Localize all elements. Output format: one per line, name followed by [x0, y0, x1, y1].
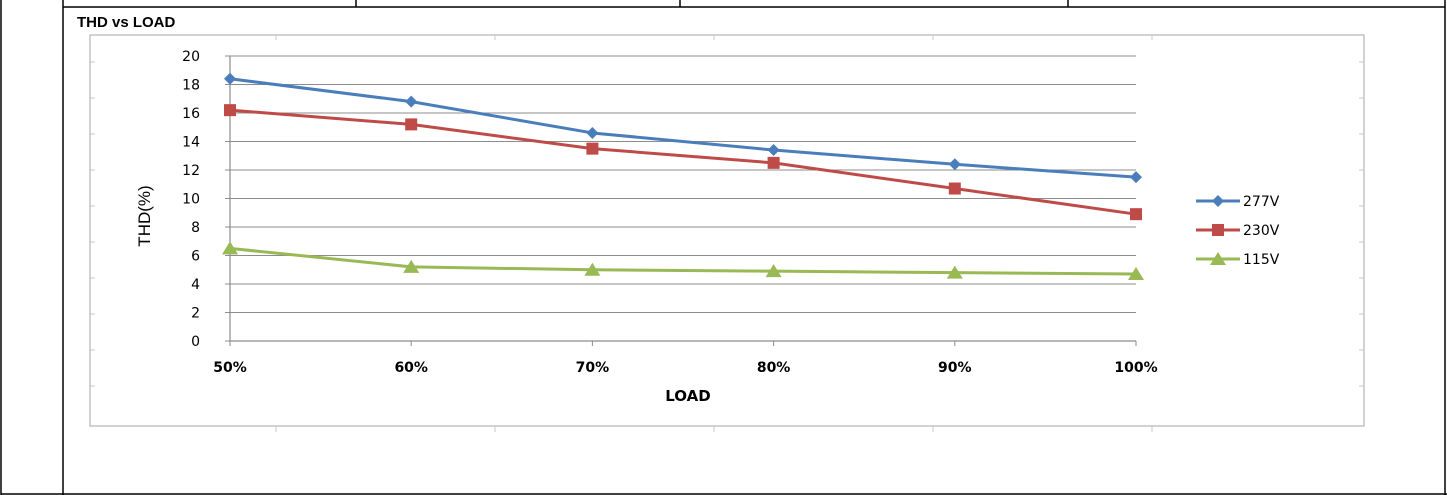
- chart-area: [89, 34, 1365, 427]
- legend-item-230V: 230V: [1196, 223, 1280, 239]
- series-line-115V: [229, 246, 1137, 276]
- x-axis-label: LOAD: [665, 387, 710, 405]
- y-tick-label: 20: [182, 49, 200, 65]
- y-tick-label: 14: [182, 135, 200, 151]
- legend-marker: [1212, 195, 1224, 207]
- legend-item-277V: 277V: [1196, 194, 1280, 210]
- chart-title: THD vs LOAD: [77, 14, 176, 31]
- y-tick-label: 2: [191, 306, 200, 322]
- series: [222, 72, 1144, 281]
- y-tick-label: 10: [182, 192, 200, 208]
- data-point-230V: [405, 118, 418, 131]
- y-axis-label: THD(%): [135, 185, 154, 246]
- data-point-277V: [1130, 171, 1142, 184]
- sheet-ticks: [90, 35, 1364, 432]
- x-tick-label: 100%: [1114, 360, 1157, 376]
- x-tick-label: 50%: [213, 360, 247, 376]
- legend-label: 230V: [1243, 223, 1280, 239]
- y-tick-label: 4: [191, 277, 200, 293]
- axes: [229, 56, 1137, 346]
- series-line-230V: [229, 108, 1137, 216]
- x-tick-label: 70%: [576, 360, 610, 376]
- x-tick-label: 90%: [938, 360, 972, 376]
- y-tick-label: 8: [191, 220, 200, 236]
- y-tick-label: 12: [182, 163, 200, 179]
- data-point-115V: [765, 264, 782, 278]
- data-point-277V: [767, 144, 780, 157]
- series-277V: [224, 72, 1142, 184]
- y-tick-label: 18: [182, 78, 200, 94]
- x-tick-labels: 50% 60% 70% 80% 90% 100%: [213, 360, 1157, 376]
- legend-item-115V: 115V: [1196, 252, 1280, 268]
- data-point-230V: [1130, 208, 1142, 221]
- data-point-230V: [948, 182, 961, 195]
- legend-marker: [1212, 224, 1224, 236]
- gridlines: [225, 55, 1136, 342]
- legend-label: 115V: [1243, 252, 1280, 268]
- data-point-230V: [224, 104, 236, 117]
- x-tick-label: 60%: [394, 360, 428, 376]
- data-point-230V: [767, 156, 780, 169]
- y-tick-label: 16: [182, 106, 200, 122]
- data-point-277V: [586, 126, 599, 139]
- data-point-115V: [1128, 267, 1144, 281]
- legend: 277V 230V 115V: [1196, 194, 1280, 268]
- y-tick-labels: 0 2 4 6 8 10 12 14 16 18 20: [182, 49, 200, 350]
- series-115V: [222, 241, 1144, 281]
- data-point-230V: [586, 142, 599, 155]
- y-tick-label: 0: [191, 334, 200, 350]
- series-230V: [224, 104, 1142, 221]
- legend-label: 277V: [1243, 194, 1280, 210]
- data-point-277V: [224, 72, 236, 85]
- legend-marker: [1210, 252, 1226, 265]
- data-point-277V: [405, 95, 418, 108]
- series-line-277V: [229, 77, 1137, 179]
- data-point-115V: [584, 262, 601, 276]
- data-point-115V: [946, 265, 963, 279]
- data-point-115V: [403, 259, 420, 273]
- y-tick-label: 6: [191, 249, 200, 265]
- x-tick-label: 80%: [757, 360, 791, 376]
- data-point-277V: [948, 158, 961, 171]
- data-point-115V: [222, 241, 238, 255]
